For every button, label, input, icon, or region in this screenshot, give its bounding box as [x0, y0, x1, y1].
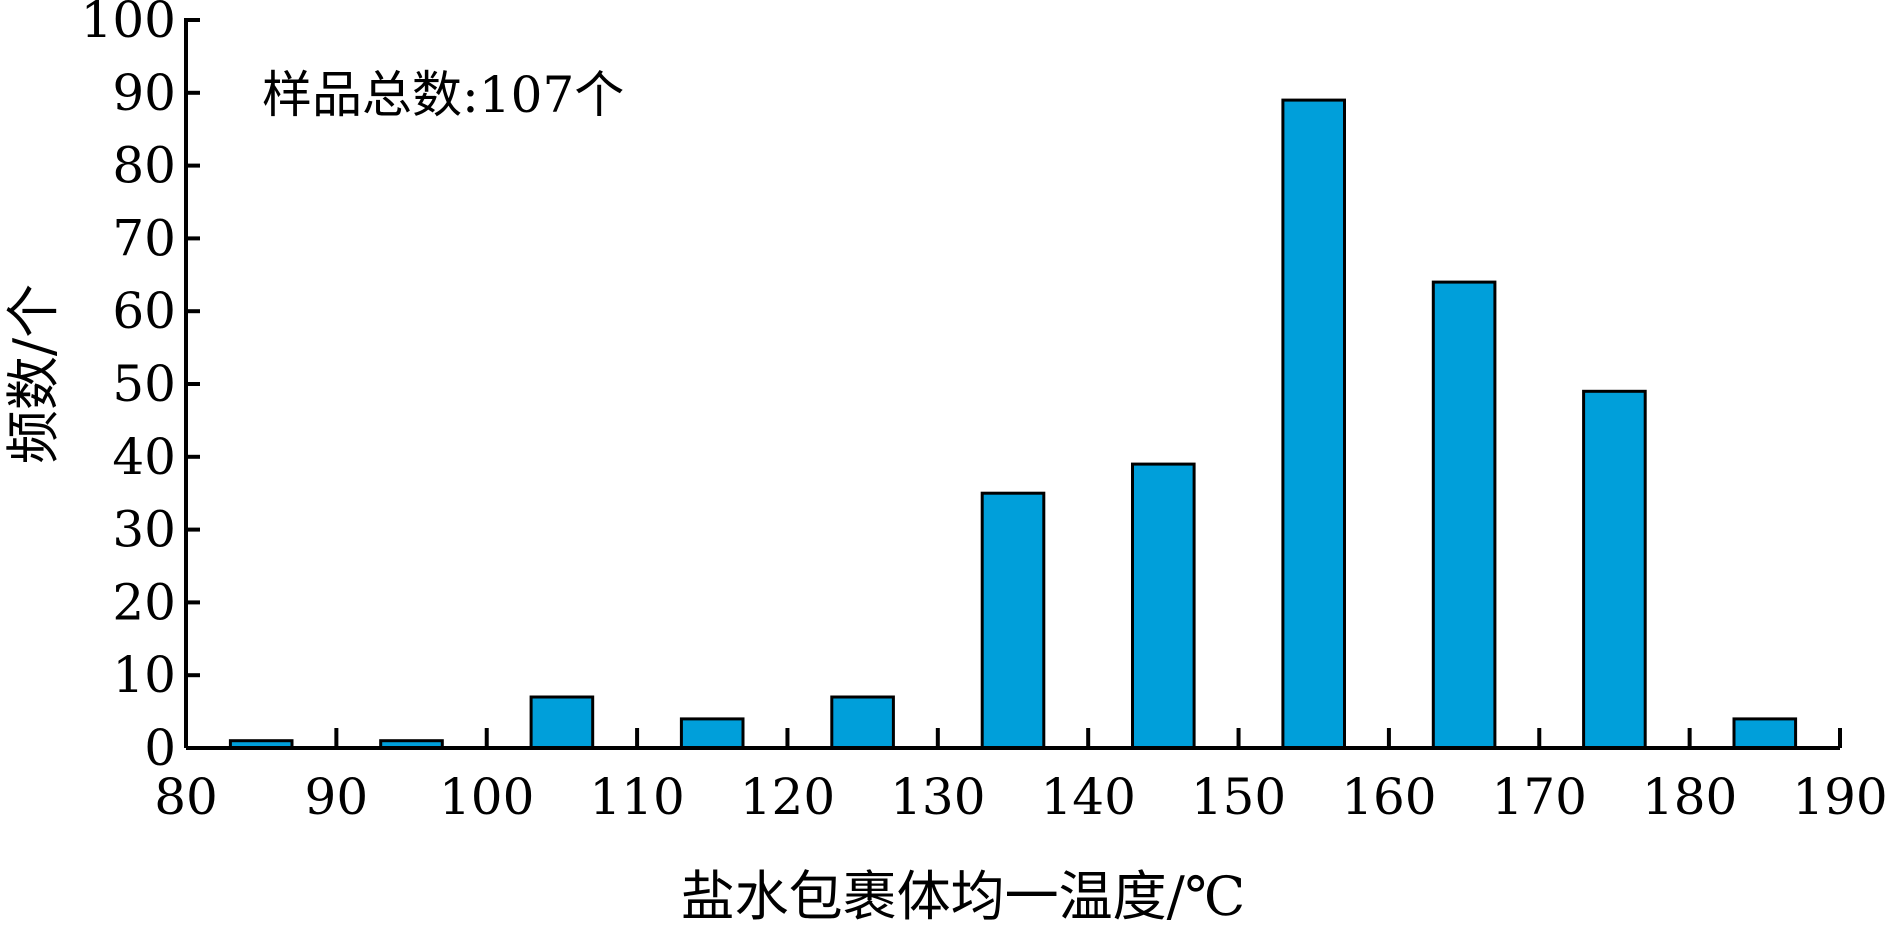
- y-tick-label-80: 80: [112, 137, 176, 195]
- x-tick-label-160: 160: [1341, 768, 1436, 826]
- x-tick-label-130: 130: [890, 768, 985, 826]
- bar-140-150: [1131, 462, 1196, 750]
- y-tick-label-20: 20: [112, 573, 176, 631]
- bar-150-160: [1281, 98, 1347, 750]
- y-tick-label-100: 100: [81, 0, 176, 49]
- y-tick-label-10: 10: [112, 646, 176, 704]
- x-tick-label-80: 80: [154, 768, 218, 826]
- x-tick-label-190: 190: [1792, 768, 1887, 826]
- x-tick-label-150: 150: [1191, 768, 1286, 826]
- y-axis-ticks: 0 10 20 30 40 50 60 70 80 90 100: [81, 0, 200, 777]
- x-tick-label-90: 90: [305, 768, 369, 826]
- x-axis-title: 盐水包裹体均一温度/℃: [681, 865, 1246, 928]
- bar-180-190: [1732, 717, 1798, 750]
- bar-130-140: [980, 491, 1046, 750]
- x-tick-label-100: 100: [439, 768, 534, 826]
- x-tick-label-170: 170: [1492, 768, 1587, 826]
- y-tick-label-50: 50: [112, 355, 176, 413]
- y-tick-label-0: 0: [144, 719, 176, 777]
- x-tick-label-110: 110: [589, 768, 684, 826]
- x-axis-ticks: 80 90 100 110 120 130 140 150 160 170 180 190: [154, 728, 1888, 826]
- x-tick-label-140: 140: [1040, 768, 1135, 826]
- x-tick-label-180: 180: [1642, 768, 1737, 826]
- bar-160-170: [1431, 280, 1497, 750]
- y-tick-label-60: 60: [112, 282, 176, 340]
- bar-100-110: [529, 695, 595, 750]
- x-tick-label-120: 120: [740, 768, 835, 826]
- bars: [228, 98, 1798, 750]
- y-tick-label-90: 90: [112, 64, 176, 122]
- bar-110-120: [679, 717, 745, 750]
- y-tick-label-30: 30: [112, 501, 176, 559]
- y-tick-label-40: 40: [112, 428, 176, 486]
- y-axis-title: 频数/个: [2, 284, 65, 464]
- bar-170-180: [1582, 389, 1647, 750]
- y-tick-label-70: 70: [112, 209, 176, 267]
- sample-count-annotation: 样品总数:107个: [262, 66, 624, 124]
- bar-120-130: [830, 695, 895, 750]
